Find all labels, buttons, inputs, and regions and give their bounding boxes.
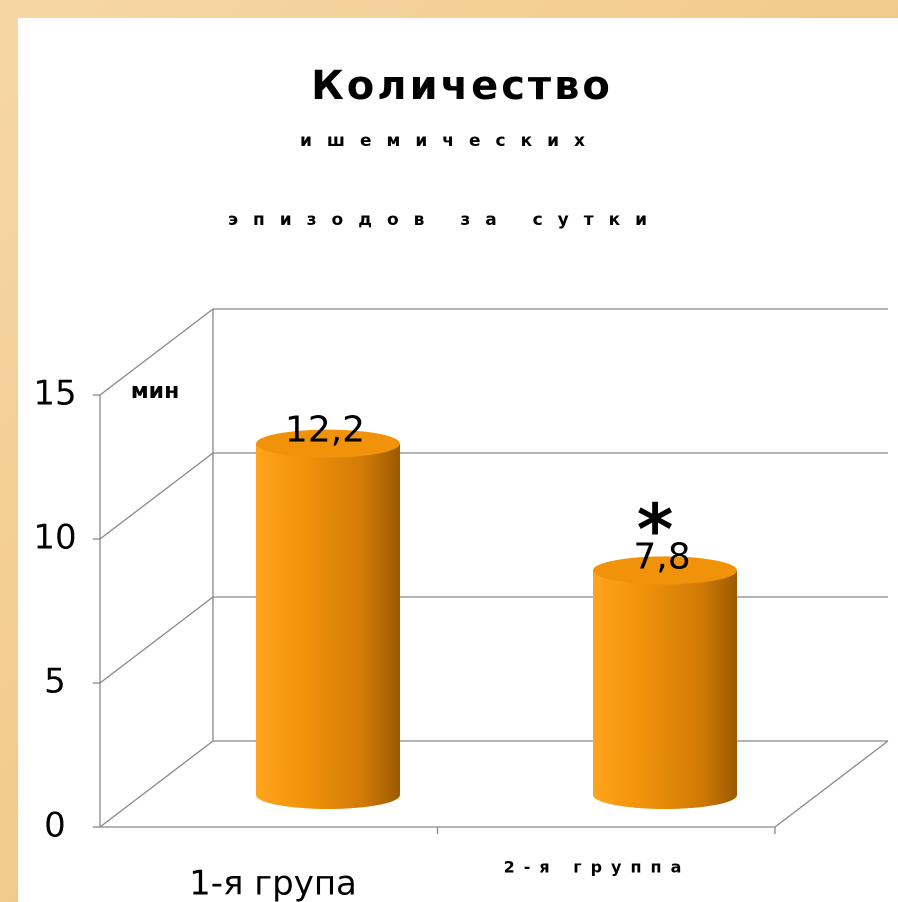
grid-line xyxy=(99,308,888,396)
grid-line xyxy=(99,452,888,540)
y-tick-label: 5 xyxy=(44,662,66,702)
chart-subtitle: эпизодов за сутки xyxy=(228,210,662,230)
annotation: * xyxy=(637,489,674,571)
cylinder-top xyxy=(593,556,737,585)
y-tick-label: 15 xyxy=(33,374,76,414)
cylinder xyxy=(256,443,400,809)
cylinder xyxy=(593,570,737,809)
x-tick-label: 2-я группа xyxy=(504,858,691,877)
data-label: 12,2 xyxy=(285,410,365,451)
data-label: 7,8 xyxy=(633,536,690,577)
panel xyxy=(18,18,898,902)
x-tick-label: 1-я група xyxy=(189,864,357,902)
y-axis-label: мин xyxy=(131,379,180,404)
chart-subtitle: ишемических xyxy=(300,131,600,151)
y-tick-label: 10 xyxy=(33,518,76,558)
chart-title: Количество xyxy=(311,63,613,109)
cylinder-top xyxy=(256,429,400,458)
y-tick-label: 0 xyxy=(44,806,66,846)
